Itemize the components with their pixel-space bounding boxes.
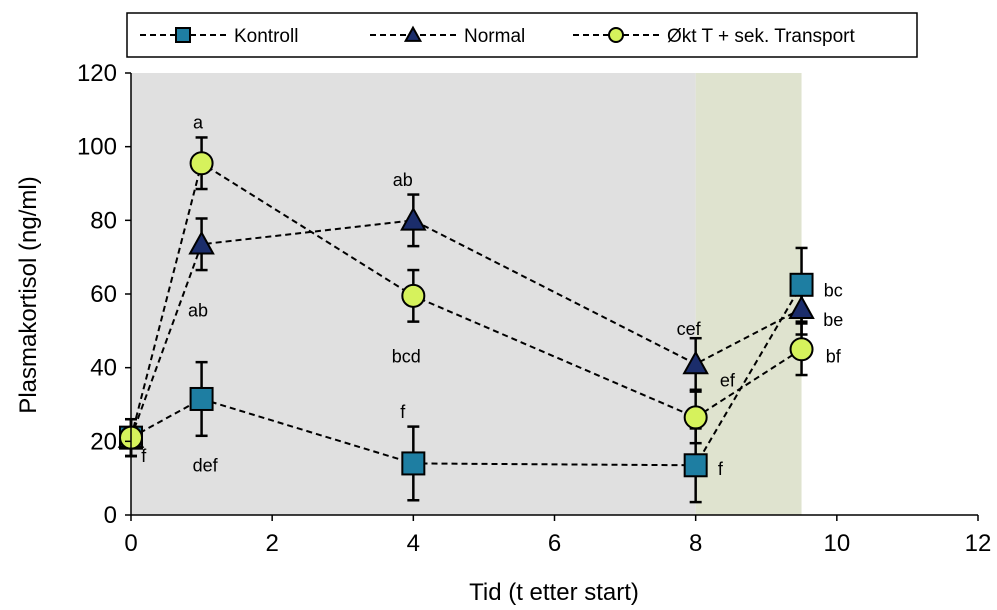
y-axis-label: Plasmakortisol (ng/ml) — [15, 176, 42, 413]
legend: Kontroll Normal Økt T + sek. Transport — [126, 12, 918, 58]
legend-marker-kontroll — [175, 27, 191, 43]
legend-label-kt-t-sek-transport: Økt T + sek. Transport — [667, 26, 856, 47]
data-point-kontroll — [189, 386, 214, 411]
x-tick-label: 6 — [548, 530, 561, 557]
annotation-label: f — [400, 402, 406, 422]
x-tick-label: 0 — [124, 530, 137, 557]
legend-label-normal: Normal — [464, 26, 525, 47]
series-markers — [117, 151, 815, 478]
shaded-regions — [131, 73, 802, 515]
annotation-label: def — [193, 455, 219, 475]
data-point-normal — [682, 350, 709, 375]
data-point-kontroll — [401, 451, 426, 476]
annotation-label: cef — [677, 319, 702, 339]
data-point-kt-t-sek-transport — [401, 283, 426, 308]
annotation-label: ef — [720, 371, 736, 391]
series-line-normal — [130, 219, 803, 438]
data-point-normal — [188, 230, 215, 255]
x-tick-label: 10 — [823, 530, 850, 557]
y-tick-label: 20 — [90, 428, 117, 455]
tick-labels: 0 20 40 60 80 100 120 0 2 4 6 8 10 12 — [77, 60, 991, 557]
x-axis-label: Tid (t etter start) — [469, 579, 639, 606]
shaded-region-1 — [695, 73, 802, 515]
annotation-label: bcd — [392, 347, 421, 367]
y-tick-label: 120 — [77, 60, 117, 87]
data-point-kontroll — [789, 272, 814, 297]
y-tick-label: 60 — [90, 281, 117, 308]
annotation-label: bc — [824, 280, 843, 300]
data-point-kt-t-sek-transport — [789, 337, 814, 362]
annotation-label: bf — [826, 347, 842, 367]
annotation-label: ab — [188, 301, 208, 321]
data-point-kontroll — [683, 453, 708, 478]
annotation-label: be — [823, 310, 843, 330]
legend-box — [126, 12, 918, 58]
x-tick-label: 12 — [965, 530, 992, 557]
x-tick-label: 2 — [265, 530, 278, 557]
axes — [125, 72, 979, 521]
data-point-normal — [400, 206, 427, 231]
annotations: a ab def f ab bcd f cef ef f bc be bf — [141, 113, 843, 479]
annotation-label: ab — [393, 170, 413, 190]
legend-label-kontroll: Kontroll — [234, 26, 298, 47]
y-tick-label: 80 — [90, 207, 117, 234]
annotation-label: f — [141, 446, 147, 466]
data-point-normal — [788, 295, 815, 319]
y-tick-label: 0 — [104, 502, 117, 529]
x-tick-label: 4 — [407, 530, 420, 557]
x-tick-label: 8 — [689, 530, 702, 557]
y-tick-label: 100 — [77, 134, 117, 161]
legend-marker-kt-t-sek-transport — [608, 27, 624, 43]
data-point-kt-t-sek-transport — [683, 405, 708, 430]
annotation-label: a — [193, 113, 204, 133]
annotation-label: f — [718, 459, 724, 479]
legend-marker-normal — [403, 25, 423, 42]
data-point-kt-t-sek-transport — [189, 151, 214, 176]
y-tick-label: 40 — [90, 355, 117, 382]
